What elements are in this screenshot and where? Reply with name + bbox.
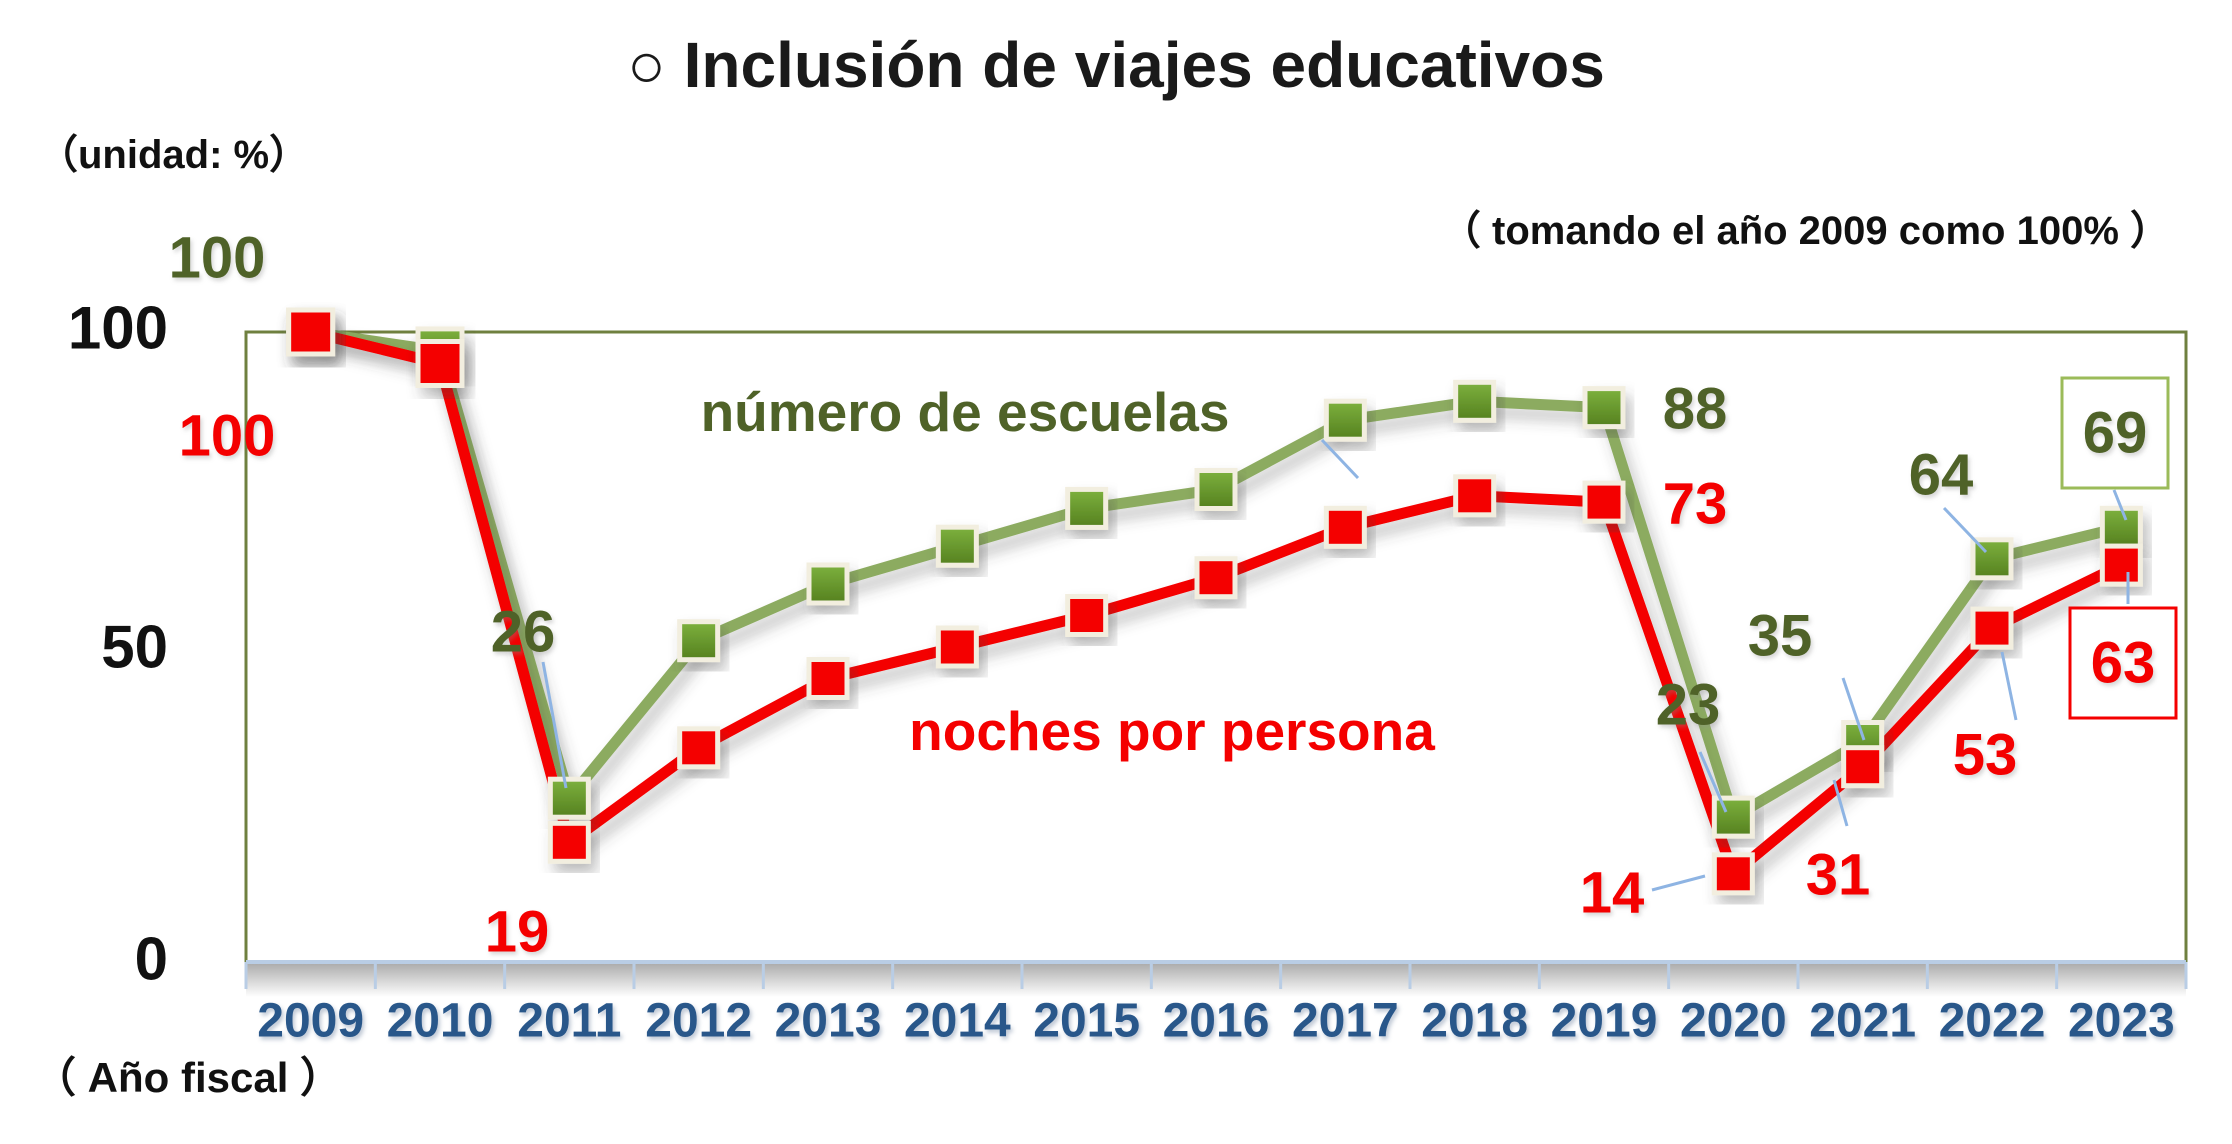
data-label-2011-noches: 19: [485, 900, 550, 965]
marker-2016-escuelas: [1194, 468, 1238, 511]
marker-2023-escuelas: [2099, 505, 2143, 549]
x-tick-label: 2014: [904, 995, 1011, 1048]
data-label-2011-escuelas: 26: [491, 600, 556, 665]
data-label-2021-escuelas: 35: [1748, 604, 1813, 669]
marker-2009-noches: [286, 307, 336, 357]
legend-label-noches: noches por persona: [909, 700, 1435, 762]
x-tick-label: 2015: [1033, 995, 1140, 1048]
x-tick-label: 2017: [1292, 995, 1399, 1048]
data-label-2019-noches: 73: [1663, 472, 1728, 537]
data-label-2021-noches: 31: [1806, 843, 1871, 908]
marker-2022-noches: [1970, 606, 2014, 650]
marker-2013-escuelas: [806, 562, 850, 606]
marker-2013-noches: [806, 657, 850, 700]
x-tick-label: 2018: [1421, 995, 1528, 1048]
data-label-2023-escuelas: 69: [2083, 401, 2148, 466]
data-label-2023-noches: 63: [2091, 631, 2156, 696]
data-label-2020-escuelas: 23: [1656, 673, 1721, 738]
marker-2010-noches: [415, 339, 465, 388]
callout-line: [2000, 651, 2018, 721]
marker-2018-escuelas: [1453, 379, 1497, 423]
y-tick-label: 50: [101, 614, 168, 681]
marker-2015-escuelas: [1065, 486, 1109, 530]
marker-2017-escuelas: [1323, 398, 1367, 442]
x-tick-label: 2019: [1551, 995, 1658, 1048]
marker-2023-noches: [2099, 543, 2143, 587]
marker-2017-noches: [1323, 505, 1367, 549]
x-tick-label: 2013: [775, 995, 882, 1048]
x-tick-label: 2012: [645, 995, 752, 1048]
marker-2015-noches: [1065, 594, 1109, 637]
y-tick-label: 100: [68, 295, 168, 362]
data-label-box-2023-noches: [2068, 606, 2178, 720]
callout-line: [1841, 677, 1866, 741]
marker-2011-escuelas: [547, 776, 591, 820]
callout-line: [1651, 874, 1706, 892]
callout-line: [1942, 506, 1988, 554]
data-label-2020-noches: 14: [1580, 861, 1645, 926]
page-title: ○ Inclusión de viajes educativos: [627, 29, 1605, 101]
marker-2011-noches: [547, 820, 591, 864]
x-tick-label: 2016: [1163, 995, 1270, 1048]
marker-2016-noches: [1194, 556, 1238, 600]
marker-2012-noches: [677, 726, 721, 770]
x-tick-label: 2020: [1680, 995, 1787, 1048]
data-label-2022-noches: 53: [1953, 723, 2018, 788]
marker-2020-escuelas: [1711, 795, 1755, 839]
x-tick-label: 2009: [257, 995, 364, 1048]
x-tick-label: 2010: [387, 995, 494, 1048]
data-label-2009-noches: 100: [179, 404, 276, 469]
x-tick-label: 2021: [1809, 995, 1916, 1048]
data-label-2019-escuelas: 88: [1663, 377, 1728, 442]
callout-line: [541, 661, 568, 789]
unit-label: （unidad: %）: [38, 133, 310, 177]
callout-line: [1698, 751, 1728, 813]
data-label-2009-escuelas: 100: [169, 226, 266, 291]
x-tick-label: 2023: [2068, 995, 2175, 1048]
axis-shadow-band: [246, 963, 2186, 997]
xaxis-caption: （ Año fiscal ）: [34, 1054, 343, 1101]
marker-2019-escuelas: [1582, 386, 1626, 430]
x-tick-label: 2011: [517, 995, 621, 1048]
callout-line: [2112, 489, 2128, 521]
marker-2014-noches: [935, 625, 979, 669]
y-tick-label: 0: [135, 926, 168, 993]
data-label-box-2023-escuelas: [2060, 376, 2170, 490]
data-label-2022-escuelas: 64: [1909, 443, 1974, 508]
legend-label-escuelas: número de escuelas: [701, 381, 1230, 443]
marker-2020-noches: [1711, 852, 1755, 896]
baseline-note: （ tomando el año 2009 como 100% ）: [1440, 209, 2170, 253]
marker-2012-escuelas: [677, 619, 721, 663]
x-tick-label: 2022: [1939, 995, 2046, 1048]
marker-2018-noches: [1453, 474, 1497, 518]
callout-line: [1320, 438, 1360, 480]
plot-border: [244, 330, 2188, 962]
callout-line: [1832, 779, 1849, 827]
marker-2019-noches: [1582, 480, 1626, 524]
marker-2014-escuelas: [935, 524, 979, 568]
marker-2021-noches: [1841, 745, 1885, 789]
